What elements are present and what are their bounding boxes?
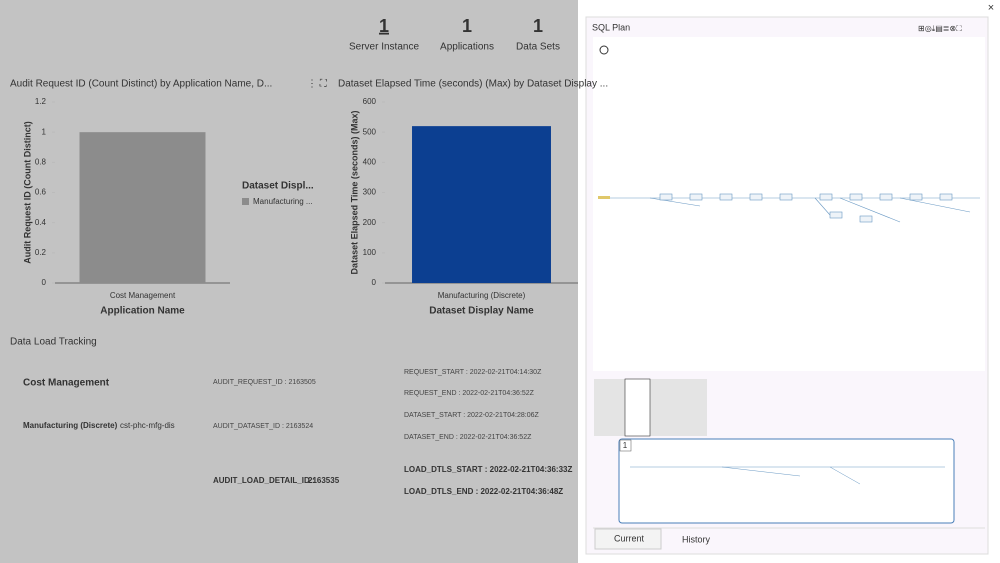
plan-page[interactable] <box>618 438 955 524</box>
field: LOAD_DTLS_START : 2022-02-21T04:36:33Z <box>404 465 572 474</box>
toolbar[interactable]: ⊞◎⤓▤≣⊗⛶ <box>918 24 962 33</box>
field: AUDIT_DATASET_ID : 2163524 <box>213 423 313 430</box>
field: DATASET_START : 2022-02-21T04:28:06Z <box>404 412 539 419</box>
stat-label: Server Instance <box>349 42 419 53</box>
legend-title: Dataset Displ... <box>242 181 314 192</box>
x-axis-title: Application Name <box>100 306 185 317</box>
stat-value[interactable]: 1 <box>379 16 389 36</box>
section-title: Data Load Tracking <box>10 337 97 348</box>
stat-value: 1 <box>533 16 543 36</box>
y-tick-label: 0.8 <box>35 157 47 166</box>
y-axis-title: Audit Request ID (Count Distinct) <box>22 121 32 264</box>
application: Cost Management <box>23 378 110 389</box>
stat-label: Data Sets <box>516 42 560 53</box>
field: REQUEST_END : 2022-02-21T04:36:52Z <box>404 390 535 397</box>
field: DATASET_END : 2022-02-21T04:36:52Z <box>404 434 532 441</box>
y-tick-label: 1.2 <box>35 97 47 106</box>
x-tick-label: Manufacturing (Discrete) <box>438 291 526 300</box>
field-label: AUDIT_LOAD_DETAIL_ID : <box>213 476 315 485</box>
dataset: Manufacturing (Discrete) <box>23 421 118 430</box>
y-tick-label: 0.2 <box>35 248 47 257</box>
field: REQUEST_START : 2022-02-21T04:14:30Z <box>404 369 542 376</box>
y-tick-label: 0 <box>372 278 377 287</box>
page-number: 1 <box>623 441 628 450</box>
y-tick-label: 0.6 <box>35 188 47 197</box>
chart-title: Dataset Elapsed Time (seconds) (Max) by … <box>338 79 608 90</box>
tab-current[interactable] <box>594 528 662 550</box>
y-axis-title: Dataset Elapsed Time (seconds) (Max) <box>349 111 359 275</box>
chart-title: Audit Request ID (Count Distinct) by App… <box>10 79 272 90</box>
dataset-code: cst-phc-mfg-dis <box>120 421 175 430</box>
legend-swatch <box>242 198 249 205</box>
y-tick-label: 100 <box>363 248 377 257</box>
y-tick-label: 500 <box>363 127 377 136</box>
plan-canvas <box>593 37 985 371</box>
legend-label: Manufacturing ... <box>253 197 313 206</box>
menu-icon[interactable]: ⋮ ⛶ <box>307 79 328 90</box>
y-tick-label: 400 <box>363 157 377 166</box>
minimap[interactable] <box>594 379 707 436</box>
field: LOAD_DTLS_END : 2022-02-21T04:36:48Z <box>404 487 563 496</box>
page-badge <box>619 439 632 452</box>
y-tick-label: 200 <box>363 218 377 227</box>
field: AUDIT_REQUEST_ID : 2163505 <box>213 379 316 386</box>
bar <box>79 132 206 283</box>
tab-label[interactable]: History <box>682 534 711 544</box>
plan-thumbnail <box>630 466 945 485</box>
minimap-viewport <box>624 378 651 437</box>
bar <box>412 126 551 283</box>
x-axis-title: Dataset Display Name <box>429 306 534 317</box>
y-tick-label: 600 <box>363 97 377 106</box>
close-button[interactable]: × <box>988 2 994 14</box>
plan-graph <box>598 193 980 223</box>
stats: 1 Server Instance 1 Applications 1 Data … <box>349 16 560 53</box>
data-load-tracking: Data Load Tracking Cost Management Manuf… <box>10 337 572 496</box>
sql-plan-panel: × SQL Plan ⊞◎⤓▤≣⊗⛶ 1 Current History <box>578 0 1000 563</box>
zoom-icon[interactable] <box>599 45 609 55</box>
y-tick-label: 300 <box>363 188 377 197</box>
field-value: 2163535 <box>308 476 340 485</box>
y-tick-label: 0 <box>42 278 47 287</box>
y-tick-label: 0.4 <box>35 218 47 227</box>
stat-value: 1 <box>462 16 472 36</box>
tab-label: Current <box>614 533 645 543</box>
y-tick-label: 1 <box>42 127 47 136</box>
x-tick-label: Cost Management <box>110 291 176 300</box>
plan-title: SQL Plan <box>592 22 630 32</box>
stat-label: Applications <box>440 42 494 53</box>
